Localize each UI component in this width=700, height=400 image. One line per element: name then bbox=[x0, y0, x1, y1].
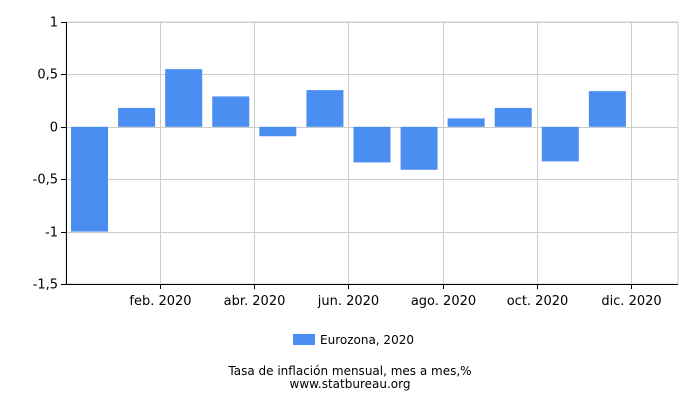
y-tick-label: -0,5 bbox=[33, 173, 58, 188]
bars bbox=[71, 69, 626, 232]
bar bbox=[400, 126, 438, 170]
legend-swatch bbox=[293, 334, 315, 345]
bar bbox=[118, 107, 156, 127]
bar bbox=[447, 118, 485, 127]
source-caption: www.statbureau.org bbox=[290, 377, 411, 391]
axes bbox=[61, 22, 678, 289]
y-tick-label: -1 bbox=[45, 226, 58, 241]
bar bbox=[588, 91, 626, 127]
x-tick-label: oct. 2020 bbox=[507, 294, 569, 309]
y-tick-label: 0,5 bbox=[37, 68, 58, 83]
x-tick-label: feb. 2020 bbox=[129, 294, 191, 309]
chart-caption: Tasa de inflación mensual, mes a mes,% bbox=[227, 364, 471, 378]
bar bbox=[165, 69, 203, 127]
bar bbox=[353, 126, 391, 163]
legend-label: Eurozona, 2020 bbox=[320, 333, 414, 347]
bar bbox=[212, 96, 250, 127]
bar bbox=[71, 126, 109, 232]
y-tick-label: 1 bbox=[50, 16, 58, 31]
x-tick-label: ago. 2020 bbox=[411, 294, 476, 309]
x-tick-label: abr. 2020 bbox=[224, 294, 286, 309]
x-tick-label: jun. 2020 bbox=[317, 294, 379, 309]
y-axis-tick-labels: -1,5 -1 -0,5 0 0,5 1 bbox=[33, 16, 58, 293]
bar bbox=[306, 90, 344, 127]
x-axis-tick-labels: feb. 2020 abr. 2020 jun. 2020 ago. 2020 oct.… bbox=[129, 294, 661, 309]
x-tick-label: dic. 2020 bbox=[601, 294, 661, 309]
bar bbox=[541, 126, 579, 162]
legend: Eurozona, 2020 bbox=[293, 333, 414, 347]
y-tick-label: -1,5 bbox=[33, 278, 58, 293]
bar bbox=[494, 107, 532, 127]
y-tick-label: 0 bbox=[50, 121, 58, 136]
bar bbox=[259, 126, 297, 137]
